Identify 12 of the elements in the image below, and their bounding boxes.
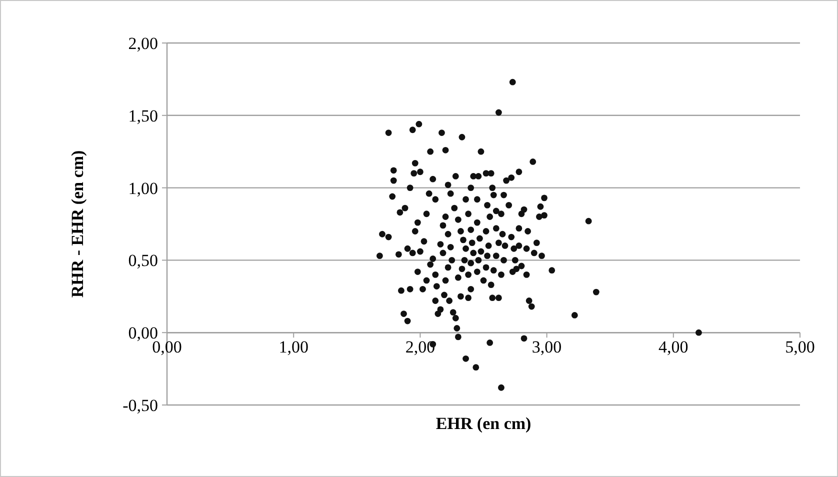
x-tick-label: 0,00: [152, 338, 182, 357]
y-tick-label: 1,00: [128, 178, 158, 198]
y-tick-label: 2,00: [128, 34, 158, 53]
y-tick-label: -0,50: [122, 396, 158, 415]
x-tick-label: 1,00: [278, 338, 308, 357]
x-tick-label: 4,00: [658, 338, 688, 357]
x-tick-label: 3,00: [532, 338, 562, 357]
y-tick-label: 1,50: [128, 106, 158, 126]
y-tick-label: 0,50: [128, 251, 158, 270]
x-axis-title: EHR (en cm): [436, 414, 532, 433]
x-tick-label: 5,00: [785, 338, 815, 357]
y-axis-title: RHR - EHR (en cm): [68, 150, 87, 298]
